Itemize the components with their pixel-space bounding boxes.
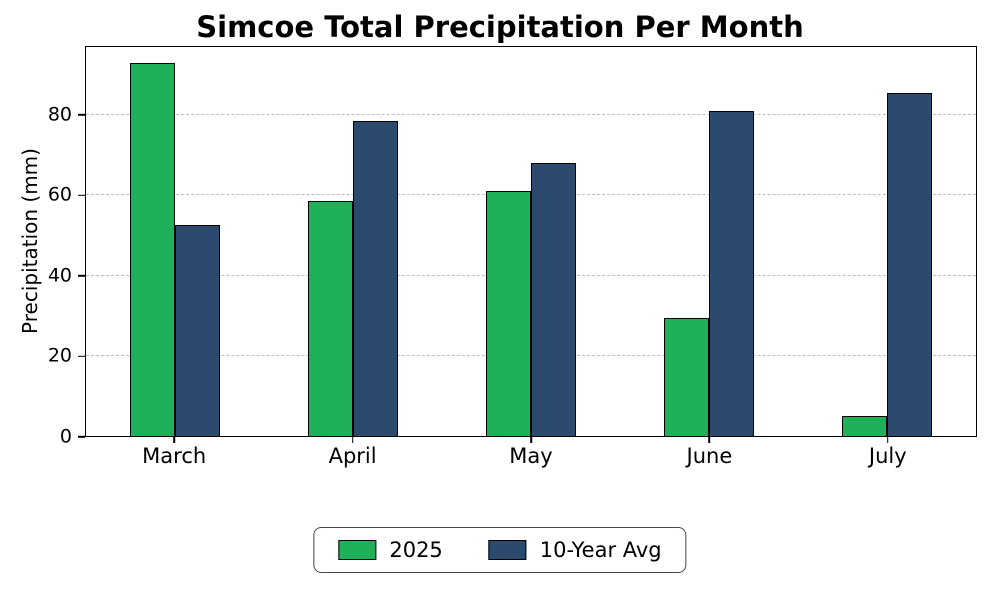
y-tick-mark [78,436,85,438]
y-axis-tick-marks [78,46,85,438]
x-tick-mark [708,437,711,443]
x-tick-label: April [328,444,377,468]
chart-title: Simcoe Total Precipitation Per Month [196,10,804,44]
y-tick-mark [78,274,85,277]
x-tick-mark [887,437,889,443]
bar-2025-july [842,415,887,436]
bar-group-may [442,47,620,436]
y-tick-mark [78,113,85,116]
legend-swatch-2025 [338,540,377,560]
y-tick-label: 20 [47,344,72,367]
bar-2025-june [664,317,709,436]
y-tick-mark [78,194,85,196]
bar-2025-march [130,63,175,436]
legend-label: 10-Year Avg [539,538,662,562]
x-tick-mark [351,437,354,443]
bar-group-june [620,47,798,436]
plot-area [85,46,977,437]
bar-10-year-avg-march [175,225,220,436]
bar-10-year-avg-june [709,111,754,436]
bar-2025-april [308,201,353,436]
y-tick-label: 0 [59,425,72,448]
bar-10-year-avg-july [887,93,932,436]
legend-label: 2025 [389,538,443,562]
legend-item-10-year-avg: 10-Year Avg [488,538,662,562]
gridline [86,114,976,116]
x-axis-tick-marks [85,437,977,443]
bar-group-july [798,47,976,436]
x-axis-tick-labels: March April May June July [85,444,977,476]
y-tick-label: 40 [47,264,72,287]
bar-10-year-avg-april [353,121,398,436]
y-axis-tick-labels: 0 20 40 60 80 [0,46,72,446]
x-tick-mark [173,437,175,443]
y-tick-label: 80 [47,103,72,126]
bar-group-march [86,47,264,436]
x-tick-label: March [142,444,207,468]
bar-10-year-avg-may [531,163,576,436]
y-tick-mark [78,355,85,358]
legend: 2025 10-Year Avg [313,527,687,573]
x-tick-label: June [686,444,733,468]
y-tick-label: 60 [47,183,72,206]
legend-swatch-10-year-avg [488,540,527,560]
x-tick-label: July [868,444,907,468]
x-tick-mark [530,437,532,443]
legend-item-2025: 2025 [338,538,443,562]
x-tick-label: May [509,444,553,468]
bar-2025-may [486,191,531,436]
bar-group-april [264,47,442,436]
